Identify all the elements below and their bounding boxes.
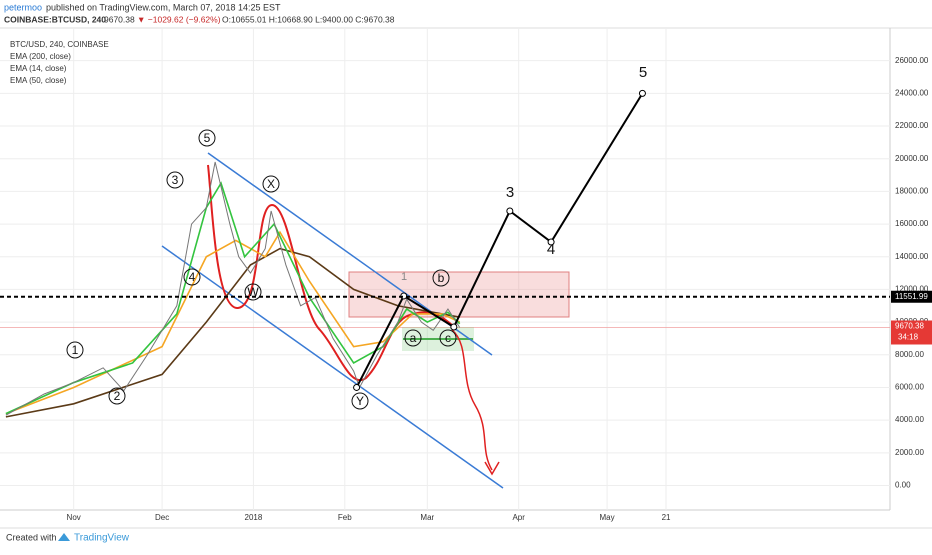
wave-label: 1	[401, 271, 407, 283]
resistance-box	[348, 271, 570, 318]
level-tag	[891, 290, 932, 303]
wave-point	[506, 207, 514, 215]
last-label: 9670.38	[895, 322, 924, 331]
wave-point	[353, 383, 361, 391]
y-tick-label: 0.00	[895, 481, 911, 490]
wave-point	[547, 238, 555, 246]
series-line	[5, 161, 461, 416]
wave-ring	[66, 341, 84, 359]
wave-ring	[404, 329, 422, 347]
wave-label: 2	[114, 389, 121, 403]
author: petermoo	[4, 2, 42, 12]
down-arrow	[451, 329, 493, 471]
x-tick-label: Apr	[512, 513, 525, 522]
y-tick-label: 18000.00	[895, 186, 929, 195]
symbol: COINBASE:BTCUSD, 240	[4, 14, 106, 24]
x-tick-label: Nov	[67, 513, 81, 522]
last: 9670.38	[104, 14, 135, 24]
legend-entry: EMA (50, close)	[10, 76, 67, 85]
wave-label: 5	[204, 131, 211, 145]
arrow-head	[484, 461, 500, 476]
wave-label: W	[247, 285, 259, 299]
wave-ring	[198, 129, 216, 147]
wave-label: 3	[506, 184, 514, 201]
wave-ring	[183, 268, 201, 286]
legend-entry: EMA (200, close)	[10, 52, 71, 61]
wave-label: 4	[189, 270, 196, 284]
wave-ring	[439, 329, 457, 347]
wave-label: 3	[172, 173, 179, 187]
legend-entry: BTC/USD, 240, COINBASE	[10, 40, 109, 49]
channel-bottom	[161, 245, 504, 489]
y-tick-label: 12000.00	[895, 285, 929, 294]
wave-point	[450, 323, 458, 331]
wave-label: c	[445, 331, 451, 345]
y-tick-label: 14000.00	[895, 252, 929, 261]
y-tick-label: 26000.00	[895, 56, 929, 65]
x-tick-label: 21	[662, 513, 671, 522]
countdown: 34:18	[898, 333, 919, 342]
x-tick-label: Feb	[338, 513, 352, 522]
series-line	[5, 230, 461, 415]
wave-ring	[244, 283, 262, 301]
change: ▼ −1029.62 (−9.62%)	[137, 14, 221, 24]
wave-label: 1	[72, 343, 79, 357]
wave-path	[355, 92, 644, 388]
last-tag	[891, 320, 932, 345]
x-tick-label: Dec	[155, 513, 169, 522]
series-line	[5, 181, 461, 415]
wave-point	[638, 89, 646, 97]
wave-label: b	[438, 271, 445, 285]
ohlc: O:10655.01 H:10668.90 L:9400.00 C:9670.3…	[222, 14, 395, 24]
y-tick-label: 20000.00	[895, 154, 929, 163]
y-tick-label: 24000.00	[895, 88, 929, 97]
wave-ring	[351, 392, 369, 410]
y-tick-label: 22000.00	[895, 121, 929, 130]
wave-label: 4	[547, 241, 555, 258]
y-tick-label: 2000.00	[895, 448, 924, 457]
footer-brand[interactable]: TradingView	[74, 533, 130, 544]
wave-ring	[262, 175, 280, 193]
x-tick-label: 2018	[245, 513, 263, 522]
wave-ring	[432, 269, 450, 287]
legend-entry: EMA (14, close)	[10, 64, 67, 73]
wave-ring	[108, 387, 126, 405]
published: published on TradingView.com, March 07, …	[46, 2, 281, 12]
level-label: 11551.99	[895, 292, 928, 301]
wave-ring	[166, 171, 184, 189]
wave-label: X	[267, 177, 275, 191]
y-tick-label: 8000.00	[895, 350, 924, 359]
wave-label: a	[410, 331, 417, 345]
y-tick-label: 6000.00	[895, 383, 924, 392]
wave-label: 5	[639, 64, 647, 81]
logo	[58, 533, 70, 541]
y-tick-label: 4000.00	[895, 415, 924, 424]
wave-label: Y	[356, 394, 364, 408]
y-tick-label: 16000.00	[895, 219, 929, 228]
x-tick-label: May	[600, 513, 615, 522]
footer-created: Created with	[6, 532, 57, 542]
x-tick-label: Mar	[420, 513, 434, 522]
